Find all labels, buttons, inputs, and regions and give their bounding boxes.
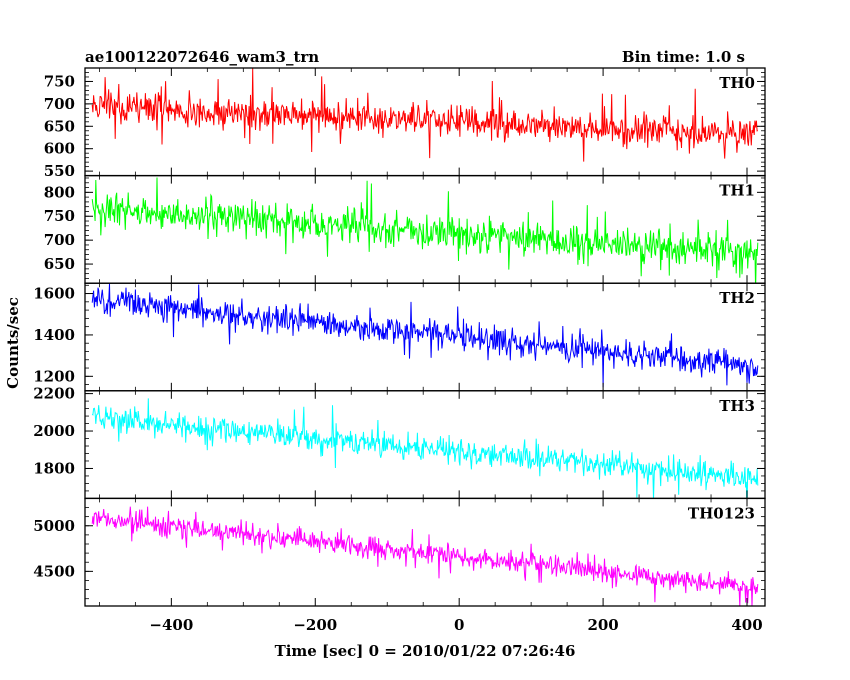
y-tick-label: 2200: [33, 385, 75, 403]
series-th0: [91, 68, 758, 162]
panel-th1: 650 700 750 800 TH1: [44, 174, 766, 284]
y-tick-label: 1600: [33, 285, 75, 303]
panel-label: TH2: [719, 289, 755, 307]
panel-th0: 550 600 650 700 750 TH0: [44, 67, 766, 180]
plot-title: ae100122072646_wam3_trn: [85, 48, 319, 66]
x-tick-label: 0: [454, 616, 464, 634]
panel-th0123: 4500 5000 TH0123: [33, 497, 766, 607]
panel-th3: 1800 2000 2200 TH3: [33, 385, 766, 500]
x-axis-label: Time [sec] 0 = 2010/01/22 07:26:46: [275, 642, 576, 660]
x-tick-label: 200: [587, 616, 618, 634]
y-tick-label: 650: [44, 117, 75, 135]
panel-frame: [84, 282, 766, 392]
panel-frame: [84, 174, 766, 284]
y-tick-label: 2000: [33, 422, 75, 440]
panel-label: TH0123: [688, 504, 755, 522]
x-tick-label: −200: [293, 616, 337, 634]
y-tick-label: 700: [44, 231, 75, 249]
y-tick-label: 800: [44, 183, 75, 201]
y-tick-label: 5000: [33, 517, 75, 535]
x-tick-label: 400: [731, 616, 762, 634]
panel-label: TH1: [719, 182, 755, 200]
y-tick-label: 1400: [33, 326, 75, 344]
y-tick-label: 650: [44, 255, 75, 273]
x-axis: −400 −200 0 200 400: [149, 616, 762, 634]
panel-label: TH3: [719, 397, 755, 415]
panel-frame: [84, 497, 766, 607]
series-th2: [91, 283, 759, 388]
series-th1: [91, 177, 759, 284]
y-tick-label: 700: [44, 95, 75, 113]
y-axis-label: Counts/sec: [4, 297, 22, 389]
y-tick-label: 4500: [33, 562, 75, 580]
series-th0123: [91, 506, 759, 606]
y-tick-label: 1200: [33, 367, 75, 385]
series-th3: [91, 398, 759, 499]
panel-label: TH0: [719, 74, 755, 92]
y-tick-label: 550: [44, 162, 75, 180]
panels: 550 600 650 700 750 TH0 650 700 750 800 TH1 1200 140…: [33, 67, 766, 607]
y-tick-label: 600: [44, 140, 75, 158]
x-tick-label: −400: [149, 616, 193, 634]
bin-time-label: Bin time: 1.0 s: [622, 48, 745, 66]
panel-th2: 1200 1400 1600 TH2: [33, 282, 766, 392]
y-tick-label: 1800: [33, 459, 75, 477]
y-tick-label: 750: [44, 72, 75, 90]
y-tick-label: 750: [44, 207, 75, 225]
